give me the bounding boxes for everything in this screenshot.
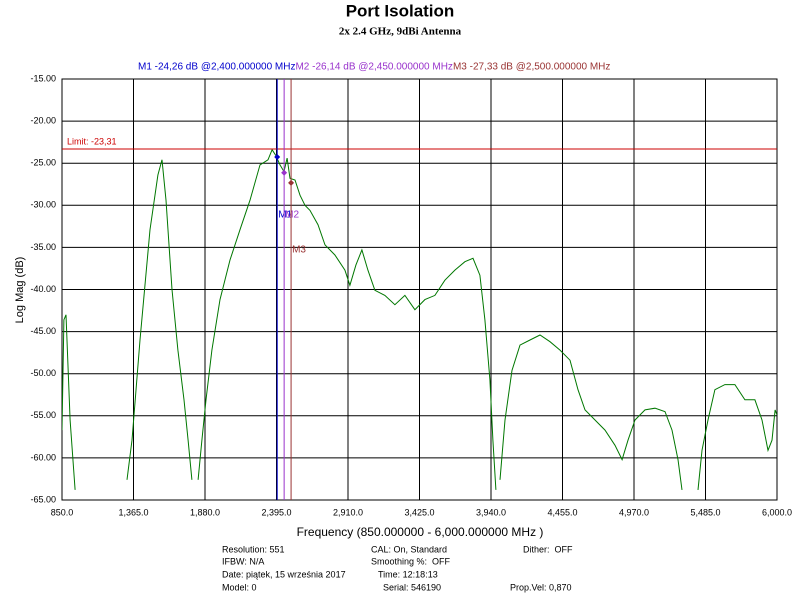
marker-readout: M1 -24,26 dB @2,400.000000 MHz — [138, 62, 295, 73]
info-text: IFBW: N/A — [222, 556, 264, 566]
x-tick-label: 4,455.0 — [547, 507, 577, 517]
marker-label: M3 — [292, 245, 306, 256]
chart-title: Port Isolation — [346, 1, 455, 20]
x-tick-label: 1,365.0 — [118, 507, 148, 517]
x-tick-label: 850.0 — [51, 507, 74, 517]
y-tick-label: -60.00 — [30, 452, 56, 462]
x-tick-label: 2,910.0 — [333, 507, 363, 517]
info-text: CAL: On, Standard — [371, 544, 447, 554]
y-tick-label: -30.00 — [30, 200, 56, 210]
info-text: Smoothing %: OFF — [371, 556, 451, 566]
marker-label: M2 — [285, 210, 299, 221]
marker-readout: M2 -26,14 dB @2,450.000000 MHz — [295, 62, 452, 73]
y-tick-label: -65.00 — [30, 494, 56, 504]
info-text: Resolution: 551 — [222, 544, 285, 554]
marker-point — [288, 179, 295, 186]
x-tick-label: 2,395.0 — [261, 507, 291, 517]
info-text: Time: 12:18:13 — [378, 569, 438, 579]
x-tick-label: 4,970.0 — [619, 507, 649, 517]
limit-label: Limit: -23,31 — [67, 136, 117, 146]
marker-readout: M3 -27,33 dB @2,500.000000 MHz — [453, 62, 610, 73]
x-tick-label: 6,000.0 — [762, 507, 792, 517]
x-tick-label: 3,425.0 — [404, 507, 434, 517]
y-tick-label: -25.00 — [30, 158, 56, 168]
info-text: Prop.Vel: 0,870 — [510, 582, 572, 592]
y-tick-label: -40.00 — [30, 284, 56, 294]
y-tick-label: -50.00 — [30, 368, 56, 378]
info-text: Model: 0 — [222, 582, 257, 592]
x-tick-label: 1,880.0 — [190, 507, 220, 517]
y-axis-label: Log Mag (dB) — [14, 257, 26, 324]
y-tick-label: -15.00 — [30, 73, 56, 83]
x-axis-label: Frequency (850.000000 - 6,000.000000 MHz… — [297, 525, 544, 539]
chart-subtitle: 2x 2.4 GHz, 9dBi Antenna — [339, 26, 462, 38]
x-tick-label: 5,485.0 — [690, 507, 720, 517]
y-tick-label: -20.00 — [30, 115, 56, 125]
info-text: Date: piątek, 15 września 2017 — [222, 569, 346, 579]
y-tick-label: -35.00 — [30, 242, 56, 252]
info-text: Dither: OFF — [523, 544, 573, 554]
trace-line — [62, 148, 777, 490]
x-tick-label: 3,940.0 — [476, 507, 506, 517]
marker-label: M1 — [278, 210, 292, 221]
info-text: Serial: 546190 — [383, 582, 441, 592]
y-tick-label: -45.00 — [30, 326, 56, 336]
y-tick-label: -55.00 — [30, 410, 56, 420]
marker-point — [281, 169, 288, 176]
marker-point — [274, 153, 281, 160]
